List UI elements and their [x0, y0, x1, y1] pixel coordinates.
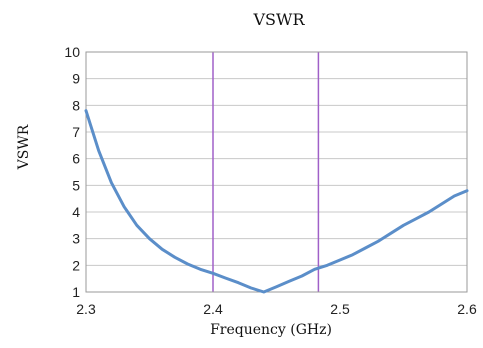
x-tick-label: 2.6	[457, 301, 477, 317]
x-tick-labels: 2.3 2.4 2.5 2.6	[76, 301, 477, 317]
series-layer	[84, 109, 469, 294]
y-axis-label: VSWR	[16, 124, 32, 170]
y-tick-label: 6	[72, 151, 80, 167]
x-tick-label: 2.5	[330, 301, 350, 317]
x-tick-label: 2.3	[76, 301, 96, 317]
grid-layer	[86, 51, 467, 293]
y-tick-label: 9	[72, 71, 80, 87]
chart-title: VSWR	[252, 10, 305, 29]
y-tick-label: 5	[72, 177, 80, 193]
y-tick-label: 2	[72, 257, 80, 273]
y-tick-labels: 1 2 3 4 5 6 7 8 9 10	[64, 44, 80, 300]
x-axis-label: Frequency (GHz)	[210, 322, 332, 338]
marker-layer	[212, 52, 320, 292]
y-tick-label: 10	[64, 44, 80, 60]
y-tick-label: 7	[72, 124, 80, 140]
y-tick-label: 3	[72, 231, 80, 247]
y-tick-label: 4	[72, 204, 80, 220]
plot-frame	[85, 51, 468, 293]
y-tick-label: 8	[72, 97, 80, 113]
y-tick-label: 1	[72, 284, 80, 300]
vswr-series-line	[84, 109, 469, 294]
x-tick-label: 2.4	[203, 301, 223, 317]
